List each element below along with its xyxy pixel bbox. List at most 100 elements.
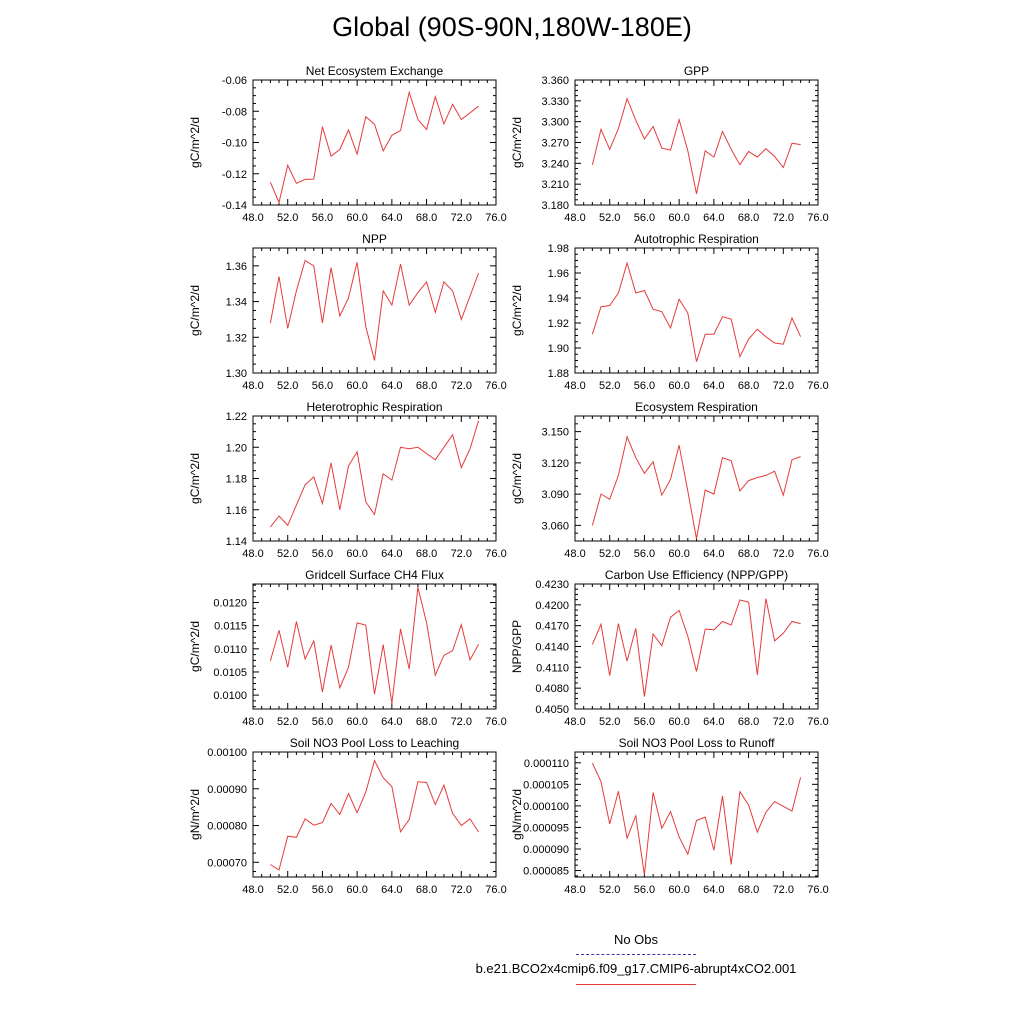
y-axis-label: gC/m^2/d — [188, 117, 202, 168]
y-tick-label: 1.32 — [226, 332, 247, 344]
y-tick-label: 0.4110 — [536, 662, 569, 674]
panel-8: Soil NO3 Pool Loss to Leaching 48.0 52.0 56… — [188, 736, 507, 896]
y-tick-label: 3.360 — [541, 75, 569, 87]
y-tick-label: 3.300 — [541, 117, 569, 129]
y-tick-label: 1.34 — [226, 297, 247, 309]
x-tick-label: 68.0 — [738, 380, 759, 392]
series-line — [591, 435, 801, 539]
y-axis-label: NPP/GPP — [510, 620, 524, 673]
series-line — [270, 420, 480, 528]
x-tick-label: 64.0 — [381, 716, 402, 728]
legend-case-line — [576, 984, 696, 985]
panel-title: Carbon Use Efficiency (NPP/GPP) — [605, 568, 788, 582]
x-tick-label: 60.0 — [668, 212, 689, 224]
x-tick-label: 72.0 — [773, 380, 794, 392]
x-tick-label: 64.0 — [703, 212, 724, 224]
y-tick-label: 0.4080 — [535, 683, 569, 695]
series-line — [591, 97, 801, 194]
x-tick-label: 64.0 — [381, 380, 402, 392]
y-tick-label: -0.08 — [222, 106, 247, 118]
y-axis-label: gC/m^2/d — [510, 117, 524, 168]
x-tick-label: 48.0 — [242, 212, 263, 224]
x-tick-label: 60.0 — [668, 884, 689, 896]
y-tick-label: 1.94 — [548, 293, 569, 305]
y-tick-label: 0.0115 — [214, 621, 247, 633]
plot-frame — [252, 247, 497, 374]
y-tick-label: -0.10 — [222, 138, 247, 150]
x-tick-label: 56.0 — [634, 380, 655, 392]
x-tick-label: 68.0 — [738, 716, 759, 728]
y-tick-label: 1.92 — [548, 318, 569, 330]
y-tick-label: 1.98 — [548, 243, 569, 255]
y-tick-label: 0.4050 — [535, 704, 569, 716]
x-tick-label: 56.0 — [634, 548, 655, 560]
x-tick-label: 76.0 — [485, 548, 506, 560]
y-tick-label: 3.150 — [541, 427, 569, 439]
y-tick-label: 0.0120 — [213, 598, 247, 610]
plot-frame — [574, 583, 819, 710]
y-tick-label: 3.090 — [541, 489, 569, 501]
x-tick-label: 64.0 — [381, 884, 402, 896]
x-tick-label: 64.0 — [703, 716, 724, 728]
y-tick-label: 0.4230 — [535, 579, 569, 591]
x-tick-label: 68.0 — [738, 548, 759, 560]
panel-title: Soil NO3 Pool Loss to Leaching — [290, 736, 459, 750]
y-axis-label: gN/m^2/d — [510, 789, 524, 840]
y-tick-label: -0.06 — [222, 75, 247, 87]
y-tick-label: 0.4140 — [535, 642, 569, 654]
y-tick-label: 0.4170 — [535, 621, 569, 633]
x-tick-label: 76.0 — [807, 212, 828, 224]
panel-3: Autotrophic Respiration 48.0 52.0 56.0 60.0 6… — [510, 232, 829, 392]
series-line — [591, 762, 802, 875]
x-tick-label: 48.0 — [242, 380, 263, 392]
panel-7: Carbon Use Efficiency (NPP/GPP) 48.0 52.0 5… — [510, 568, 829, 728]
x-tick-label: 76.0 — [807, 548, 828, 560]
x-tick-label: 52.0 — [599, 716, 620, 728]
x-tick-label: 68.0 — [416, 548, 437, 560]
y-tick-label: 0.0105 — [213, 667, 247, 679]
plot-frame — [574, 79, 819, 206]
y-tick-label: 0.0110 — [214, 644, 247, 656]
series-line — [269, 587, 480, 704]
x-tick-label: 72.0 — [451, 884, 472, 896]
x-tick-label: 52.0 — [599, 212, 620, 224]
plot-frame — [574, 415, 819, 542]
y-tick-label: -0.14 — [222, 200, 247, 212]
x-tick-label: 48.0 — [564, 884, 585, 896]
x-tick-label: 60.0 — [346, 884, 367, 896]
y-tick-label: 1.14 — [226, 536, 247, 548]
x-tick-label: 76.0 — [485, 380, 506, 392]
panel-title: Soil NO3 Pool Loss to Runoff — [619, 736, 776, 750]
x-tick-label: 60.0 — [668, 380, 689, 392]
y-tick-label: 1.36 — [226, 261, 247, 273]
panel-6: Gridcell Surface CH4 Flux 48.0 52.0 56.0 60.… — [188, 568, 507, 728]
x-tick-label: 72.0 — [451, 716, 472, 728]
x-tick-label: 64.0 — [381, 212, 402, 224]
x-tick-label: 48.0 — [564, 380, 585, 392]
panel-title: Heterotrophic Respiration — [306, 400, 442, 414]
x-tick-label: 72.0 — [773, 548, 794, 560]
y-tick-label: 1.20 — [226, 442, 247, 454]
plot-frame — [252, 79, 497, 206]
x-tick-label: 48.0 — [242, 884, 263, 896]
y-tick-label: 3.330 — [541, 96, 569, 108]
x-tick-label: 56.0 — [312, 380, 333, 392]
y-tick-label: 0.00100 — [207, 747, 247, 759]
y-axis-label: gN/m^2/d — [188, 789, 202, 840]
x-tick-label: 56.0 — [634, 884, 655, 896]
legend-obs-label: No Obs — [613, 932, 659, 947]
panel-title: NPP — [362, 232, 387, 246]
x-tick-label: 76.0 — [807, 884, 828, 896]
y-tick-label: 0.000085 — [523, 866, 569, 878]
x-tick-label: 64.0 — [703, 548, 724, 560]
x-tick-label: 52.0 — [599, 380, 620, 392]
y-tick-label: 1.88 — [548, 368, 569, 380]
y-axis-label: gC/m^2/d — [510, 285, 524, 336]
x-tick-label: 72.0 — [773, 716, 794, 728]
panel-1: GPP 48.0 52.0 56.0 60.0 64.0 68.0 72.0 76.0 3.180… — [510, 64, 829, 224]
x-tick-label: 76.0 — [485, 212, 506, 224]
series-line — [591, 598, 801, 697]
y-tick-label: 1.18 — [226, 474, 247, 486]
y-tick-label: 3.180 — [541, 200, 569, 212]
